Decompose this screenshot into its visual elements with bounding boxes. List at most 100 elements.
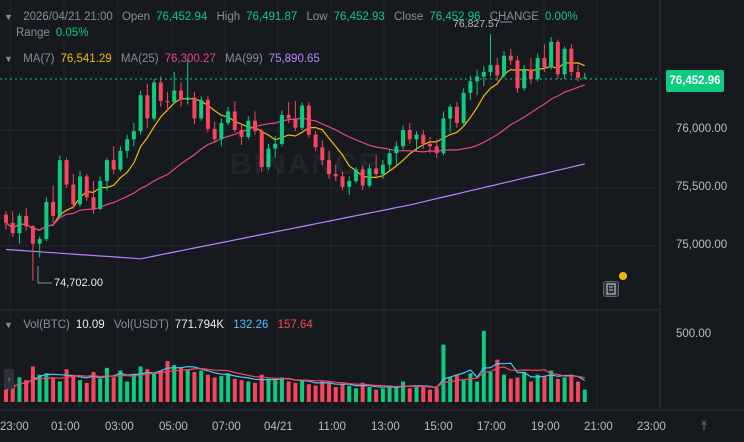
volume-bar bbox=[165, 361, 170, 402]
volume-bar bbox=[44, 373, 49, 402]
volume-bar bbox=[125, 381, 130, 402]
candle-body bbox=[4, 214, 8, 223]
volume-bar bbox=[205, 374, 210, 402]
volume-bar bbox=[24, 380, 29, 402]
volume-bar bbox=[246, 381, 251, 402]
candle-body bbox=[279, 114, 284, 144]
candle-body bbox=[461, 92, 466, 124]
collapse-pane-icon[interactable]: › bbox=[4, 369, 14, 389]
candle-body bbox=[535, 58, 540, 79]
change-label: CHANGE bbox=[489, 11, 539, 23]
chevron-down-icon[interactable]: ▼ bbox=[4, 320, 13, 330]
volume-bar bbox=[320, 381, 325, 402]
candle-body bbox=[232, 111, 237, 130]
volume-bar bbox=[30, 366, 35, 402]
volume-bar bbox=[273, 380, 278, 402]
volume-bar bbox=[340, 384, 345, 402]
volume-bar bbox=[367, 386, 372, 402]
time-tick: 23:00 bbox=[637, 421, 666, 433]
high-value: 76,491.87 bbox=[246, 11, 298, 23]
volume-bar bbox=[104, 367, 109, 402]
candle-body bbox=[421, 134, 426, 144]
volume-bar bbox=[333, 386, 338, 402]
candle-body bbox=[64, 160, 69, 185]
volume-bar bbox=[212, 377, 217, 402]
candle-body bbox=[125, 139, 130, 151]
volume-bar bbox=[286, 381, 291, 402]
candle-body bbox=[495, 65, 500, 76]
candle-body bbox=[104, 160, 109, 182]
volume-bar bbox=[549, 370, 554, 402]
ma-row: ▼ MA(7) 76,541.29 MA(25) 76,300.27 MA(99) 7… bbox=[4, 52, 326, 66]
candle-body bbox=[158, 82, 163, 101]
datetime: 2026/04/21 21:00 bbox=[23, 11, 113, 23]
volume-bar bbox=[475, 381, 480, 402]
candle-body bbox=[333, 174, 338, 177]
candle-body bbox=[118, 150, 123, 170]
candle-body bbox=[360, 169, 365, 186]
candle-body bbox=[10, 222, 15, 234]
volume-bar bbox=[528, 381, 533, 402]
candle-body bbox=[441, 118, 446, 154]
time-tick: 19:00 bbox=[531, 421, 560, 433]
chevron-down-icon[interactable]: ▼ bbox=[4, 12, 13, 22]
volume-bar bbox=[300, 380, 305, 402]
candle-body bbox=[434, 146, 439, 154]
volume-bar bbox=[353, 388, 358, 402]
volume-bar bbox=[427, 389, 432, 402]
time-tick: 05:00 bbox=[159, 421, 188, 433]
candle-body bbox=[152, 82, 157, 119]
candle-body bbox=[468, 81, 473, 93]
notes-icon[interactable] bbox=[603, 281, 619, 297]
price-tick: 76,000.00 bbox=[676, 123, 728, 135]
volume-bar bbox=[535, 374, 540, 402]
ma99-line bbox=[5, 163, 585, 260]
candle-body bbox=[380, 164, 385, 175]
candle-body bbox=[185, 97, 190, 100]
price-tick: 75,500.00 bbox=[676, 181, 728, 193]
notification-dot-icon bbox=[619, 272, 627, 280]
ma99-value: 75,890.65 bbox=[268, 53, 320, 65]
candle-body bbox=[57, 160, 62, 216]
volume-bar bbox=[327, 382, 332, 402]
volume-bar bbox=[199, 370, 204, 402]
candle-body bbox=[347, 181, 352, 187]
candle-body bbox=[327, 160, 332, 175]
volume-bar bbox=[414, 386, 419, 402]
range-value: 0.05% bbox=[55, 27, 89, 39]
candle-body bbox=[427, 143, 432, 147]
high-label: High bbox=[216, 11, 241, 23]
volume-bar bbox=[522, 371, 527, 402]
candle-body bbox=[286, 114, 291, 119]
volume-bar bbox=[387, 385, 392, 402]
time-tick: 21:00 bbox=[584, 421, 613, 433]
low-value: 76,452.93 bbox=[333, 11, 385, 23]
ma25-value: 76,300.27 bbox=[164, 53, 216, 65]
candle-body bbox=[555, 41, 560, 75]
time-tick: 11:00 bbox=[318, 421, 346, 433]
low-callout: 74,702.00 bbox=[54, 277, 103, 289]
vol-ma-b-value: 157.64 bbox=[277, 319, 313, 331]
candle-body bbox=[582, 77, 587, 79]
volume-bar bbox=[138, 366, 143, 402]
volume-bar bbox=[508, 378, 513, 402]
candle-body bbox=[172, 90, 177, 103]
close-value: 76,452.96 bbox=[429, 11, 481, 23]
volume-bar bbox=[226, 373, 231, 402]
volume-bar bbox=[468, 373, 473, 402]
volume-bar bbox=[576, 381, 581, 402]
reset-axis-icon[interactable]: ⤒ bbox=[701, 419, 707, 433]
candle-body bbox=[192, 97, 197, 119]
chevron-down-icon[interactable]: ▼ bbox=[4, 54, 13, 64]
volume-layer bbox=[4, 330, 587, 402]
open-value: 76,452.94 bbox=[156, 11, 208, 23]
volume-bar bbox=[454, 374, 459, 402]
vol-usdt-label: Vol(USDT) bbox=[113, 319, 169, 331]
current-price-tag: 76,452.96 bbox=[666, 70, 724, 92]
grid-lines bbox=[0, 0, 660, 410]
time-tick: 13:00 bbox=[371, 421, 400, 433]
candle-body bbox=[51, 201, 56, 216]
candle-body bbox=[542, 58, 547, 68]
